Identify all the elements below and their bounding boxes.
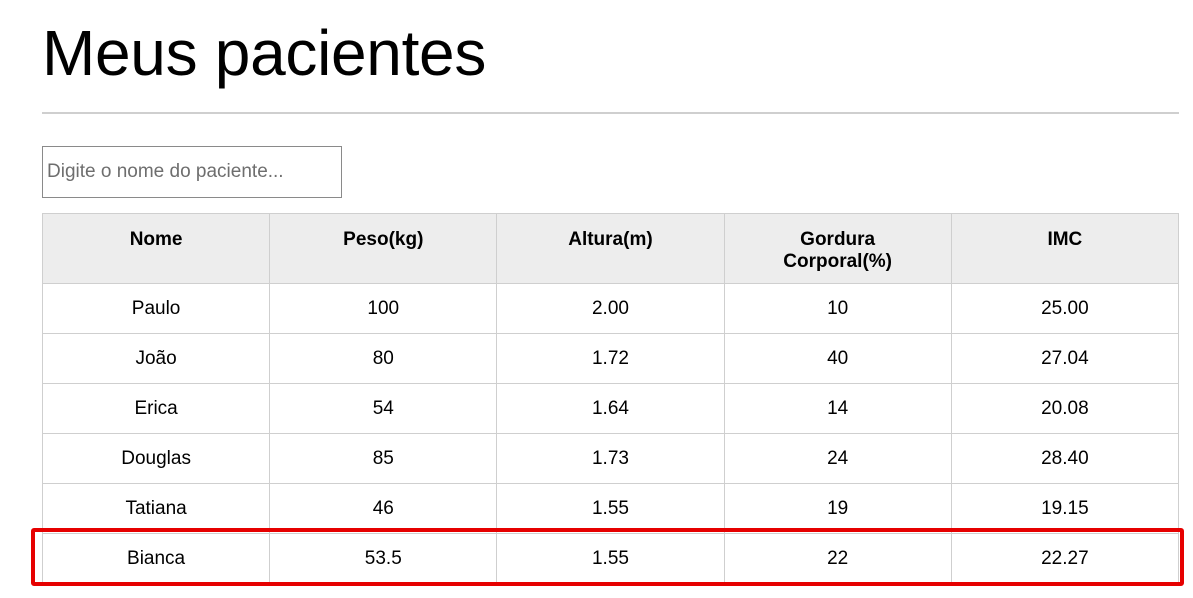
cell-altura: 1.55 (496, 533, 725, 584)
cell-nome: João (41, 333, 271, 384)
cell-gordura: 14 (723, 383, 952, 434)
cell-imc: 20.08 (950, 383, 1180, 434)
cell-nome: Bianca (41, 533, 271, 584)
table-row-highlighted[interactable]: Bianca 53.5 1.55 22 22.27 (41, 533, 1180, 584)
cell-nome: Douglas (41, 433, 271, 484)
table-row[interactable]: Paulo 100 2.00 10 25.00 (41, 283, 1180, 334)
cell-gordura: 40 (723, 333, 952, 384)
cell-altura: 1.55 (496, 483, 725, 534)
cell-imc: 22.27 (950, 533, 1180, 584)
table-row[interactable]: João 80 1.72 40 27.04 (41, 333, 1180, 384)
cell-gordura: 10 (723, 283, 952, 334)
column-header-nome: Nome (41, 213, 271, 284)
cell-nome: Paulo (41, 283, 271, 334)
cell-peso: 54 (269, 383, 498, 434)
table-header-row: Nome Peso(kg) Altura(m) Gordura Corporal… (41, 213, 1180, 284)
cell-peso: 100 (269, 283, 498, 334)
cell-peso: 85 (269, 433, 498, 484)
cell-peso: 80 (269, 333, 498, 384)
column-header-peso: Peso(kg) (269, 213, 498, 284)
cell-altura: 2.00 (496, 283, 725, 334)
column-header-imc: IMC (950, 213, 1180, 284)
cell-gordura: 19 (723, 483, 952, 534)
table-row[interactable]: Douglas 85 1.73 24 28.40 (41, 433, 1180, 484)
cell-imc: 28.40 (950, 433, 1180, 484)
table-row[interactable]: Erica 54 1.64 14 20.08 (41, 383, 1180, 434)
cell-imc: 27.04 (950, 333, 1180, 384)
cell-altura: 1.73 (496, 433, 725, 484)
column-header-gordura: Gordura Corporal(%) (723, 213, 952, 284)
cell-gordura: 24 (723, 433, 952, 484)
column-header-gordura-label: Gordura Corporal(%) (783, 229, 893, 272)
title-divider (42, 112, 1179, 114)
cell-peso: 46 (269, 483, 498, 534)
cell-peso: 53.5 (269, 533, 498, 584)
cell-gordura: 22 (723, 533, 952, 584)
column-header-altura: Altura(m) (496, 213, 725, 284)
cell-imc: 19.15 (950, 483, 1180, 534)
cell-altura: 1.72 (496, 333, 725, 384)
table-row[interactable]: Tatiana 46 1.55 19 19.15 (41, 483, 1180, 534)
cell-altura: 1.64 (496, 383, 725, 434)
cell-nome: Tatiana (41, 483, 271, 534)
cell-nome: Erica (41, 383, 271, 434)
patients-table: Nome Peso(kg) Altura(m) Gordura Corporal… (41, 213, 1180, 584)
patient-search-input[interactable] (42, 146, 342, 198)
cell-imc: 25.00 (950, 283, 1180, 334)
page-title: Meus pacientes (42, 17, 487, 89)
